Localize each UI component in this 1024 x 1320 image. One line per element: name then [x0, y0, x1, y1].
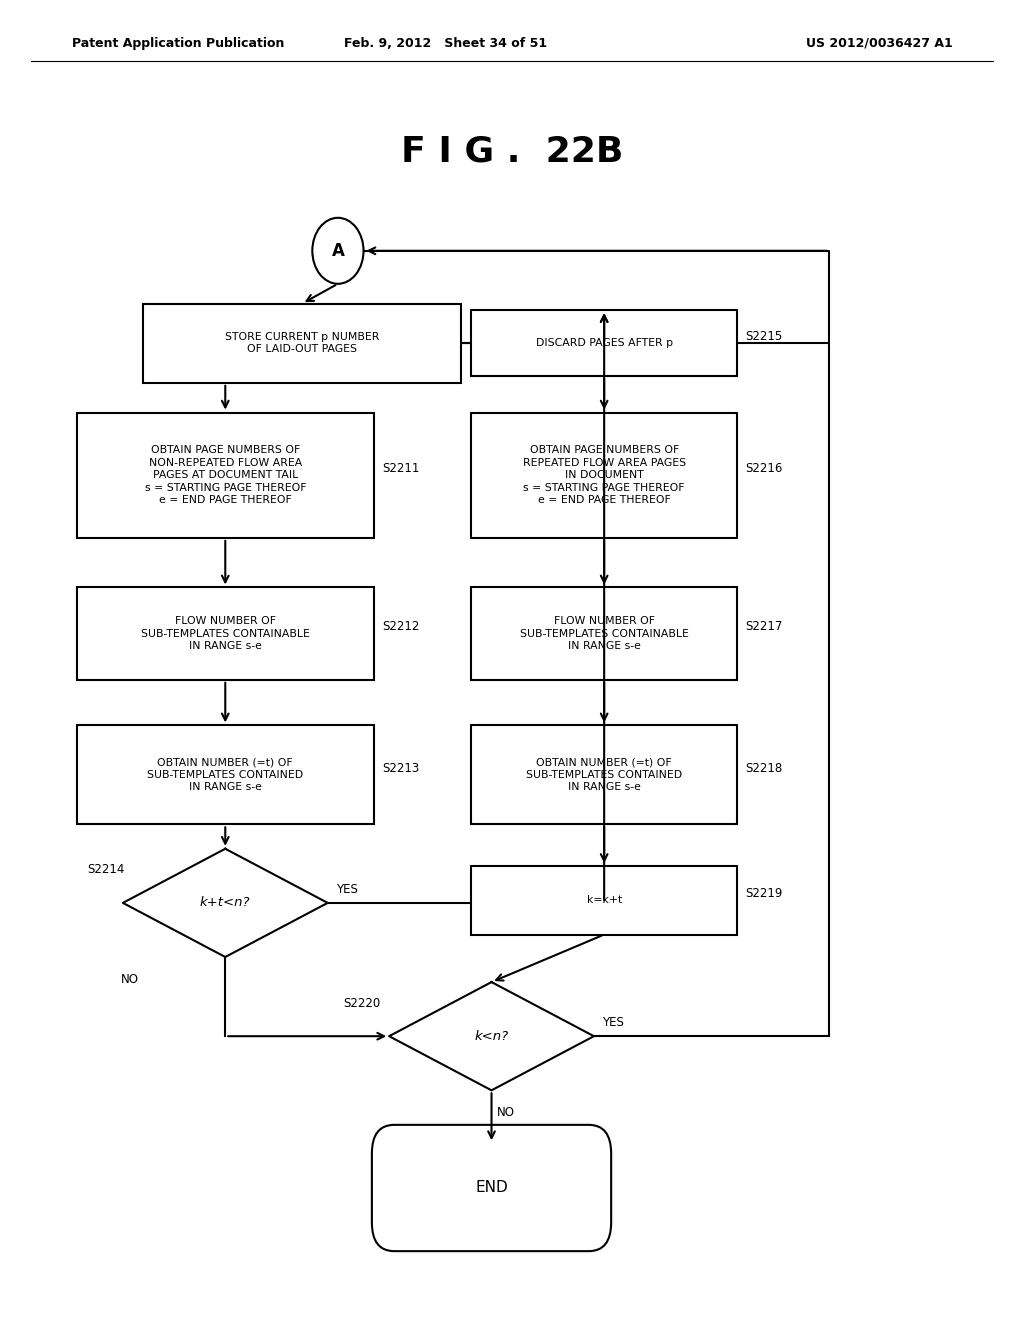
FancyBboxPatch shape [372, 1125, 611, 1251]
Text: OBTAIN NUMBER (=t) OF
SUB-TEMPLATES CONTAINED
IN RANGE s-e: OBTAIN NUMBER (=t) OF SUB-TEMPLATES CONT… [526, 758, 682, 792]
Text: YES: YES [602, 1016, 624, 1030]
Text: OBTAIN PAGE NUMBERS OF
REPEATED FLOW AREA PAGES
IN DOCUMENT
s = STARTING PAGE TH: OBTAIN PAGE NUMBERS OF REPEATED FLOW ARE… [522, 445, 686, 506]
FancyBboxPatch shape [471, 412, 737, 539]
Polygon shape [389, 982, 594, 1090]
Text: S2211: S2211 [382, 462, 419, 475]
FancyBboxPatch shape [77, 726, 374, 824]
FancyBboxPatch shape [471, 310, 737, 376]
Text: Patent Application Publication: Patent Application Publication [72, 37, 284, 50]
Text: S2212: S2212 [382, 620, 419, 634]
Text: A: A [332, 242, 344, 260]
Circle shape [312, 218, 364, 284]
Text: END: END [475, 1180, 508, 1196]
FancyBboxPatch shape [143, 304, 461, 383]
Text: S2216: S2216 [745, 462, 782, 475]
Text: S2214: S2214 [87, 863, 124, 876]
FancyBboxPatch shape [77, 587, 374, 680]
FancyBboxPatch shape [77, 412, 374, 539]
Text: S2213: S2213 [382, 762, 419, 775]
Text: OBTAIN PAGE NUMBERS OF
NON-REPEATED FLOW AREA
PAGES AT DOCUMENT TAIL
s = STARTIN: OBTAIN PAGE NUMBERS OF NON-REPEATED FLOW… [144, 445, 306, 506]
Text: US 2012/0036427 A1: US 2012/0036427 A1 [806, 37, 952, 50]
Text: F I G .  22B: F I G . 22B [400, 135, 624, 169]
Text: FLOW NUMBER OF
SUB-TEMPLATES CONTAINABLE
IN RANGE s-e: FLOW NUMBER OF SUB-TEMPLATES CONTAINABLE… [141, 616, 309, 651]
Text: NO: NO [497, 1106, 515, 1119]
Text: OBTAIN NUMBER (=t) OF
SUB-TEMPLATES CONTAINED
IN RANGE s-e: OBTAIN NUMBER (=t) OF SUB-TEMPLATES CONT… [147, 758, 303, 792]
Text: DISCARD PAGES AFTER p: DISCARD PAGES AFTER p [536, 338, 673, 348]
Text: ~S2210: ~S2210 [469, 330, 516, 343]
Text: Feb. 9, 2012   Sheet 34 of 51: Feb. 9, 2012 Sheet 34 of 51 [344, 37, 547, 50]
Text: k=k+t: k=k+t [587, 895, 622, 906]
Text: S2215: S2215 [745, 330, 782, 343]
Text: YES: YES [336, 883, 357, 896]
Text: k+t<n?: k+t<n? [200, 896, 251, 909]
Text: k<n?: k<n? [474, 1030, 509, 1043]
Text: S2219: S2219 [745, 887, 782, 900]
Text: S2218: S2218 [745, 762, 782, 775]
FancyBboxPatch shape [471, 866, 737, 935]
FancyBboxPatch shape [471, 726, 737, 824]
FancyBboxPatch shape [471, 587, 737, 680]
Text: NO: NO [121, 973, 139, 986]
Text: STORE CURRENT p NUMBER
OF LAID-OUT PAGES: STORE CURRENT p NUMBER OF LAID-OUT PAGES [225, 333, 379, 354]
Text: FLOW NUMBER OF
SUB-TEMPLATES CONTAINABLE
IN RANGE s-e: FLOW NUMBER OF SUB-TEMPLATES CONTAINABLE… [520, 616, 688, 651]
Text: S2217: S2217 [745, 620, 782, 634]
Polygon shape [123, 849, 328, 957]
Text: S2220: S2220 [343, 997, 380, 1010]
